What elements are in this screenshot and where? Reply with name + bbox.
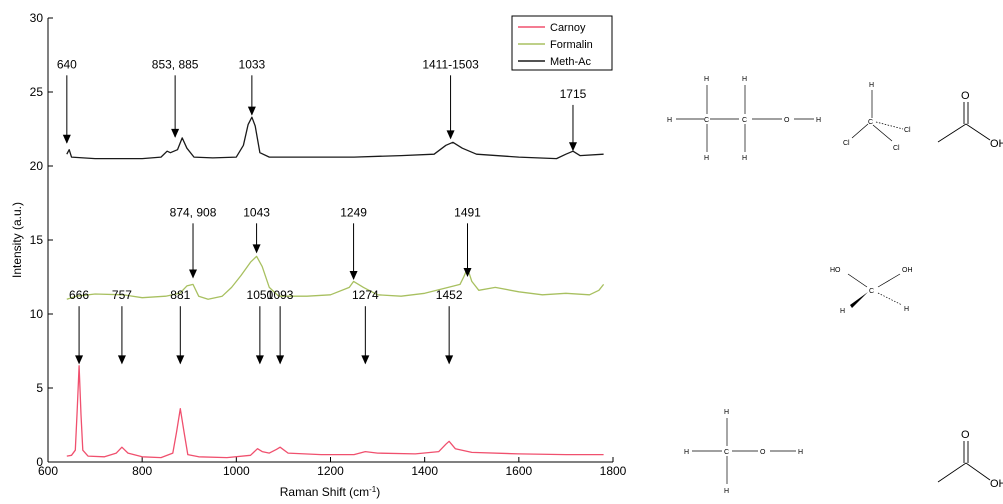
legend-label-meth-ac: Meth-Ac bbox=[550, 56, 591, 68]
svg-text:H: H bbox=[667, 117, 672, 124]
y-tick-label: 30 bbox=[30, 11, 44, 25]
peak-arrow-head bbox=[255, 355, 264, 365]
svg-text:H: H bbox=[704, 155, 709, 162]
x-tick-label: 1600 bbox=[505, 464, 532, 478]
y-axis-label: Intensity (a.u.) bbox=[10, 202, 24, 278]
structure-methanol: H H C O H H bbox=[684, 409, 803, 495]
peak-arrow-head bbox=[463, 268, 472, 277]
structure-methanediol: HO OH C H H bbox=[830, 267, 913, 315]
svg-text:OH: OH bbox=[990, 138, 1003, 150]
x-tick-label: 800 bbox=[132, 464, 152, 478]
peak-label: 1033 bbox=[239, 57, 266, 71]
peak-label: 1093 bbox=[267, 288, 294, 302]
svg-text:H: H bbox=[704, 76, 709, 83]
x-tick-label: 1200 bbox=[317, 464, 344, 478]
series-line-formalin bbox=[66, 255, 605, 300]
svg-text:H: H bbox=[724, 409, 729, 416]
peak-label: 1411-1503 bbox=[422, 57, 479, 71]
svg-text:C: C bbox=[704, 117, 709, 124]
peak-arrow-head bbox=[361, 355, 370, 365]
peak-arrow-head bbox=[247, 106, 256, 116]
y-tick-label: 15 bbox=[30, 233, 44, 247]
peak-arrow-head bbox=[349, 270, 358, 280]
svg-text:H: H bbox=[869, 82, 874, 89]
peak-label: 757 bbox=[112, 288, 132, 302]
svg-text:O: O bbox=[760, 449, 766, 456]
y-tick-label: 0 bbox=[36, 455, 43, 469]
svg-text:O: O bbox=[961, 90, 970, 102]
peak-label: 1043 bbox=[243, 205, 270, 219]
svg-text:H: H bbox=[816, 117, 821, 124]
svg-text:H: H bbox=[724, 488, 729, 495]
structure-chloroform: H C Cl Cl Cl bbox=[843, 82, 911, 152]
legend-label-carnoy: Carnoy bbox=[550, 22, 586, 34]
svg-text:HO: HO bbox=[830, 267, 841, 274]
svg-text:OH: OH bbox=[902, 267, 913, 274]
legend-label-formalin: Formalin bbox=[550, 39, 593, 51]
peak-label: 1050 bbox=[247, 288, 274, 302]
x-tick-label: 600 bbox=[38, 464, 58, 478]
peak-label: 881 bbox=[170, 288, 190, 302]
peak-arrow-head bbox=[62, 134, 71, 144]
peak-arrow-head bbox=[446, 130, 455, 140]
x-tick-label: 1800 bbox=[600, 464, 627, 478]
y-tick-label: 5 bbox=[36, 381, 43, 395]
svg-text:C: C bbox=[869, 288, 874, 295]
peak-arrow-head bbox=[189, 269, 198, 279]
peak-arrow-head bbox=[252, 244, 261, 254]
peak-label: 1249 bbox=[340, 205, 367, 219]
peak-arrow-head bbox=[117, 355, 126, 365]
peak-label: 1452 bbox=[436, 288, 463, 302]
peak-label: 1274 bbox=[352, 288, 379, 302]
y-tick-label: 20 bbox=[30, 159, 44, 173]
svg-text:OH: OH bbox=[990, 478, 1003, 490]
structure-acetic-acid-top: O OH bbox=[937, 90, 1003, 150]
structure-ethanol-top: H H H C C O H H H bbox=[667, 76, 821, 162]
svg-text:O: O bbox=[784, 117, 790, 124]
x-tick-label: 1000 bbox=[223, 464, 250, 478]
svg-text:H: H bbox=[904, 306, 909, 313]
x-ticks: 600 800 1000 1200 1400 1600 1800 bbox=[38, 457, 627, 478]
svg-text:O: O bbox=[961, 429, 970, 441]
svg-text:H: H bbox=[684, 449, 689, 456]
y-tick-label: 10 bbox=[30, 307, 44, 321]
svg-text:H: H bbox=[840, 308, 845, 315]
svg-text:C: C bbox=[742, 117, 747, 124]
legend: Carnoy Formalin Meth-Ac bbox=[511, 15, 613, 71]
peak-arrow-head bbox=[75, 355, 84, 365]
svg-text:Cl: Cl bbox=[893, 145, 900, 152]
peak-arrow-head bbox=[445, 355, 454, 365]
svg-text:H: H bbox=[742, 155, 747, 162]
peak-label: 666 bbox=[69, 288, 89, 302]
series-layer bbox=[66, 116, 605, 459]
y-tick-label: 25 bbox=[30, 85, 44, 99]
series-line-carnoy bbox=[66, 365, 604, 459]
svg-text:C: C bbox=[724, 449, 729, 456]
peak-label: 1491 bbox=[454, 205, 481, 219]
svg-text:Cl: Cl bbox=[904, 127, 911, 134]
svg-text:H: H bbox=[798, 449, 803, 456]
peak-arrow-head bbox=[176, 355, 185, 365]
svg-text:C: C bbox=[868, 119, 873, 126]
peak-label: 1715 bbox=[560, 87, 587, 101]
structure-acetic-acid-bottom: O OH bbox=[937, 429, 1003, 490]
x-axis-label: Raman Shift (cm-1) bbox=[280, 485, 380, 499]
svg-text:Cl: Cl bbox=[843, 140, 850, 147]
peak-label: 853, 885 bbox=[152, 57, 199, 71]
annotation-layer: 640 853, 885 1033 1411-1503 1715 874, 908 1043… bbox=[57, 57, 587, 365]
svg-text:H: H bbox=[742, 76, 747, 83]
peak-arrow-head bbox=[171, 128, 180, 138]
x-tick-label: 1400 bbox=[411, 464, 438, 478]
peak-arrow-head bbox=[568, 142, 577, 152]
series-line-meth-ac bbox=[66, 116, 604, 160]
peak-arrow-head bbox=[276, 355, 285, 365]
y-ticks: 0 5 10 15 20 25 30 bbox=[30, 11, 53, 469]
peak-label: 640 bbox=[57, 57, 77, 71]
peak-label: 874, 908 bbox=[170, 205, 217, 219]
